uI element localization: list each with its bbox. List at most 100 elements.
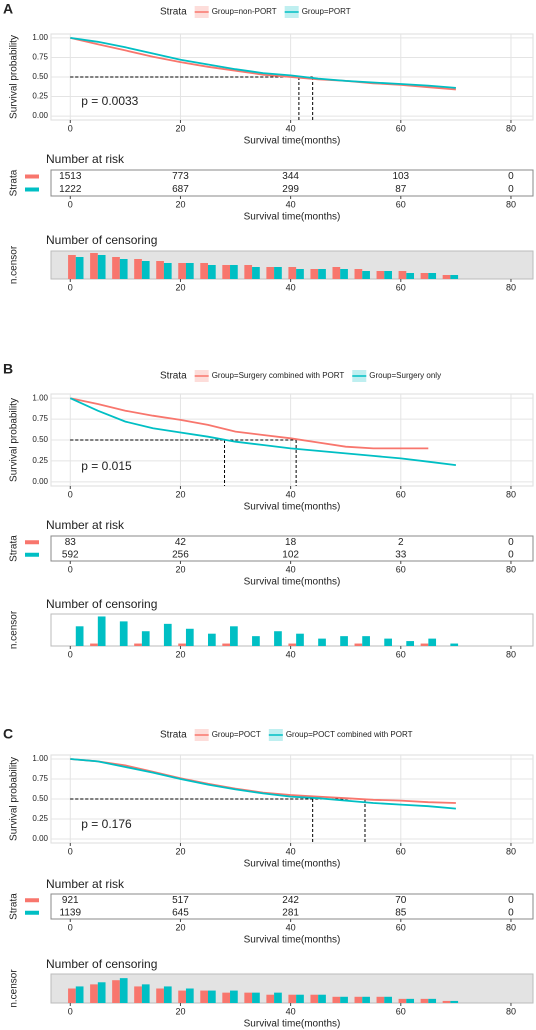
- y-tick-label: 0.75: [32, 774, 48, 783]
- censor-bar: [178, 643, 186, 646]
- risk-count: 83: [65, 537, 77, 548]
- x-tick-label: 40: [286, 489, 296, 499]
- risk-count: 102: [282, 549, 299, 560]
- censor-bar: [222, 643, 231, 646]
- censor-bar: [252, 267, 260, 279]
- x-tick-label: 80: [506, 282, 516, 292]
- censor-bar: [354, 996, 363, 1003]
- risk-count: 773: [172, 171, 189, 182]
- y-tick-label: 0.00: [32, 111, 48, 120]
- censor-bar: [75, 257, 84, 279]
- legend-title: Strata: [160, 371, 187, 382]
- censor-bar: [420, 643, 429, 646]
- risk-count: 242: [282, 895, 299, 906]
- table-title: Number at risk: [46, 877, 125, 891]
- censor-bar: [450, 643, 459, 646]
- risk-count: 281: [282, 907, 299, 918]
- x-tick-label: 0: [68, 564, 73, 574]
- x-tick-label: 40: [286, 564, 296, 574]
- censor-bar: [428, 998, 437, 1003]
- x-axis-title: Survival time(months): [244, 212, 341, 223]
- risk-count: 2: [398, 537, 404, 548]
- censor-bar: [207, 990, 216, 1003]
- y-tick-label: 0.00: [32, 477, 48, 486]
- risk-count: 256: [172, 549, 189, 560]
- y-axis-title: Survival probability: [9, 35, 20, 119]
- censor-bar: [222, 992, 231, 1003]
- censor-bar: [185, 988, 194, 1003]
- censor-title: Number of censoring: [46, 597, 157, 611]
- censor-bar: [185, 628, 194, 646]
- censor-bar: [156, 988, 164, 1003]
- y-axis-title: n.censor: [9, 610, 20, 649]
- x-tick-label: 0: [68, 489, 73, 499]
- censor-title: Number of censoring: [46, 957, 157, 971]
- risk-count: 1222: [59, 184, 82, 195]
- censor-bar: [68, 255, 76, 279]
- censor-bar: [362, 636, 370, 646]
- y-axis-title: Strata: [9, 535, 20, 562]
- censor-bar: [90, 643, 98, 646]
- censor-bar: [266, 994, 275, 1003]
- p-value: p = 0.015: [81, 459, 132, 473]
- censor-bar: [274, 267, 282, 279]
- x-tick-label: 80: [506, 489, 516, 499]
- survival-curve: [69, 397, 457, 466]
- risk-count: 0: [508, 171, 514, 182]
- censor-bar: [119, 259, 128, 279]
- censor-bar: [274, 992, 282, 1003]
- risk-count: 0: [508, 895, 514, 906]
- strata-key: [25, 898, 39, 903]
- censor-bar: [296, 269, 304, 279]
- censor-bar: [244, 265, 253, 279]
- p-value: p = 0.0033: [81, 94, 138, 108]
- x-tick-label: 60: [396, 649, 406, 659]
- x-tick-label: 80: [506, 199, 516, 209]
- table-title: Number at risk: [46, 152, 125, 166]
- x-tick-label: 0: [68, 1006, 73, 1016]
- risk-count: 87: [395, 184, 407, 195]
- x-tick-label: 40: [286, 123, 296, 133]
- x-tick-label: 60: [396, 922, 406, 932]
- risk-count: 0: [508, 537, 514, 548]
- censor-bar: [75, 626, 84, 646]
- x-tick-label: 20: [175, 282, 185, 292]
- x-tick-label: 0: [68, 922, 73, 932]
- censor-bar: [90, 984, 98, 1003]
- risk-count: 517: [172, 895, 189, 906]
- table-title: Number at risk: [46, 518, 125, 532]
- censor-bar: [230, 626, 238, 646]
- risk-count: 592: [62, 549, 79, 560]
- legend-label: Group=POCT: [212, 730, 261, 739]
- censor-bar: [178, 263, 186, 279]
- x-tick-label: 20: [175, 649, 185, 659]
- x-tick-label: 40: [286, 282, 296, 292]
- x-tick-label: 20: [175, 1006, 185, 1016]
- censor-bar: [340, 996, 348, 1003]
- plot-area: [50, 613, 534, 647]
- censor-bar: [97, 982, 106, 1003]
- risk-count: 42: [175, 537, 187, 548]
- censor-bar: [252, 636, 260, 646]
- survival-curve: [70, 37, 456, 89]
- x-tick-label: 0: [68, 199, 73, 209]
- risk-count: 299: [282, 184, 299, 195]
- survival-curve: [70, 758, 456, 810]
- censor-bar: [156, 261, 164, 279]
- censor-bar: [428, 638, 437, 646]
- risk-count: 921: [62, 895, 79, 906]
- legend-label: Group=Surgery combined with PORT: [212, 371, 345, 380]
- x-tick-label: 80: [506, 922, 516, 932]
- x-tick-label: 80: [506, 123, 516, 133]
- censor-bar: [68, 988, 76, 1003]
- censor-bar: [230, 265, 238, 279]
- censor-bar: [222, 265, 231, 279]
- censor-bar: [207, 265, 216, 279]
- y-axis-title: Strata: [9, 893, 20, 920]
- strata-key: [25, 187, 39, 192]
- y-tick-label: 0.00: [32, 834, 48, 843]
- x-axis-title: Survival time(months): [244, 935, 341, 946]
- table-box: [50, 893, 534, 920]
- censor-bar: [288, 994, 297, 1003]
